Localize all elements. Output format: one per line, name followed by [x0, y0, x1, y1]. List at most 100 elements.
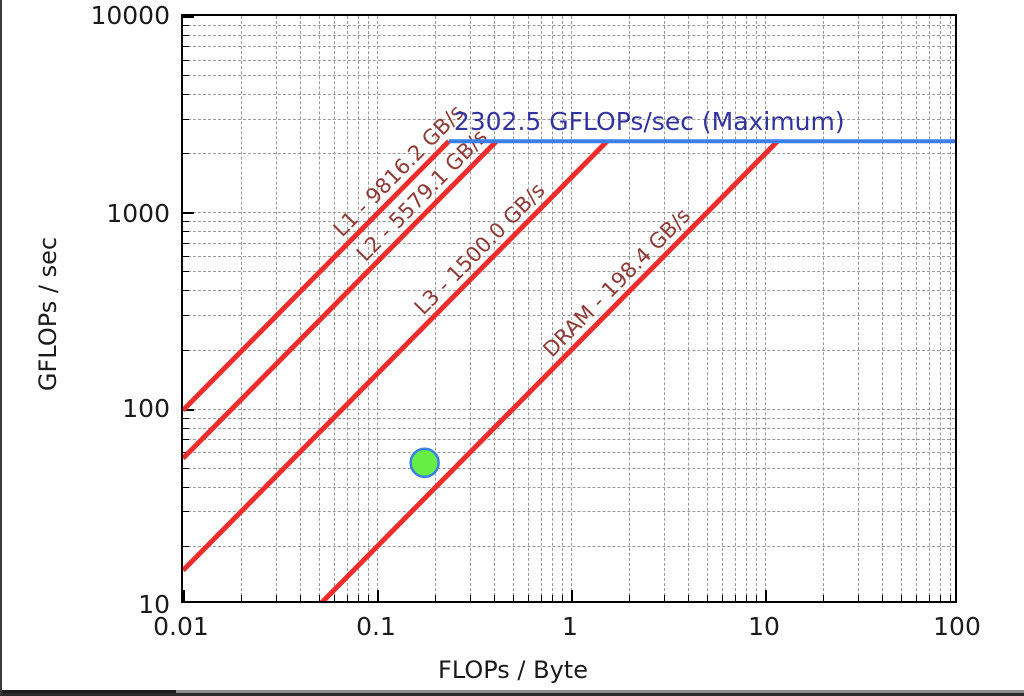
- x-tick: [333, 595, 335, 601]
- gridline-vertical: [469, 16, 471, 601]
- y-tick: [183, 511, 189, 513]
- gridline-vertical: [706, 16, 708, 601]
- x-tick: [721, 595, 723, 601]
- gridline-horizontal: [183, 408, 955, 410]
- gridline-horizontal: [183, 486, 955, 488]
- gridline-vertical: [746, 16, 748, 601]
- roofline-dram: [319, 139, 780, 601]
- gridline-vertical: [765, 16, 766, 601]
- x-tick: [346, 595, 348, 601]
- gridline-horizontal: [183, 75, 955, 77]
- x-tick: [881, 595, 883, 601]
- gridline-vertical: [915, 16, 917, 601]
- y-tick-label-10: 10: [138, 590, 170, 619]
- gridline-vertical: [241, 16, 243, 601]
- x-tick: [687, 595, 689, 601]
- gridline-horizontal: [183, 153, 955, 155]
- gridline-vertical: [571, 16, 572, 601]
- gridline-horizontal: [183, 59, 955, 61]
- plot-area: L1 - 9816.2 GB/s L2 - 5579.1 GB/s L3 - 150…: [181, 14, 957, 603]
- gridline-vertical: [562, 16, 564, 601]
- gridline-vertical: [823, 16, 825, 601]
- y-tick: [183, 255, 189, 257]
- x-tick: [512, 595, 514, 601]
- y-tick: [183, 16, 194, 18]
- gridline-vertical: [950, 16, 952, 601]
- roofline-l3: [183, 139, 609, 573]
- gridline-horizontal: [183, 439, 955, 441]
- gridline-vertical: [721, 16, 723, 601]
- y-tick: [183, 118, 189, 120]
- y-tick-label-1000: 1000: [106, 199, 170, 228]
- y-tick: [183, 231, 189, 233]
- y-tick: [183, 46, 189, 48]
- gridline-vertical: [346, 16, 348, 601]
- x-tick-label-1: 1: [562, 612, 578, 641]
- y-tick: [183, 75, 189, 77]
- x-tick: [928, 595, 930, 601]
- y-tick: [183, 221, 189, 223]
- gridline-vertical: [493, 16, 495, 601]
- gridline-vertical: [629, 16, 631, 601]
- y-tick: [183, 242, 189, 244]
- gridline-vertical: [940, 16, 942, 601]
- y-tick: [183, 467, 189, 469]
- gridline-horizontal: [183, 35, 955, 37]
- gridline-horizontal: [183, 417, 955, 419]
- x-tick: [562, 595, 564, 601]
- gridline-vertical: [881, 16, 883, 601]
- y-tick: [183, 212, 194, 215]
- gridline-vertical: [377, 16, 378, 601]
- x-tick: [940, 595, 942, 601]
- gridline-horizontal: [183, 271, 955, 273]
- gridline-vertical: [928, 16, 930, 601]
- x-tick: [706, 595, 708, 601]
- gridline-horizontal: [183, 452, 955, 454]
- x-tick: [368, 595, 370, 601]
- x-tick: [493, 595, 495, 601]
- y-tick: [183, 408, 194, 411]
- x-tick: [915, 595, 917, 601]
- y-tick: [183, 314, 189, 316]
- gridline-vertical: [900, 16, 902, 601]
- gridline-horizontal: [183, 467, 955, 469]
- x-tick: [469, 595, 471, 601]
- y-tick: [183, 486, 189, 488]
- x-tick: [299, 595, 301, 601]
- y-tick: [183, 290, 189, 292]
- compute-ceiling-label: 2302.5 GFLOPs/sec (Maximum): [454, 107, 845, 136]
- y-tick-label-10000: 10000: [90, 1, 170, 30]
- gridlines: [183, 16, 955, 601]
- gridline-vertical: [299, 16, 301, 601]
- gridline-vertical: [358, 16, 360, 601]
- x-tick: [571, 590, 573, 601]
- gridline-horizontal: [183, 46, 955, 48]
- x-tick: [183, 590, 185, 601]
- y-tick: [183, 545, 189, 547]
- y-tick: [183, 427, 189, 429]
- y-tick: [183, 35, 189, 37]
- data-point-0[interactable]: [409, 447, 440, 479]
- x-tick: [358, 595, 360, 601]
- x-tick: [823, 595, 825, 601]
- memory-roofline-group: L1 - 9816.2 GB/sL2 - 5579.1 GB/sL3 - 150…: [183, 100, 780, 601]
- gridline-horizontal: [183, 242, 955, 244]
- gridline-horizontal: [183, 314, 955, 316]
- roofline-label-group-dram: DRAM - 198.4 GB/s: [538, 203, 695, 361]
- x-tick: [527, 595, 529, 601]
- gridline-horizontal: [183, 427, 955, 429]
- y-tick-label-100: 100: [122, 394, 170, 423]
- y-tick: [183, 439, 189, 441]
- gridline-horizontal: [183, 24, 955, 26]
- gridline-vertical: [512, 16, 514, 601]
- x-tick: [275, 595, 277, 601]
- gridline-horizontal: [183, 545, 955, 547]
- x-tick: [552, 595, 554, 601]
- gridline-vertical: [663, 16, 665, 601]
- x-tick: [746, 595, 748, 601]
- x-tick: [629, 595, 631, 601]
- gridline-horizontal: [183, 255, 955, 257]
- y-axis-title: GFLOPs / sec: [34, 236, 62, 392]
- gridline-vertical: [540, 16, 542, 601]
